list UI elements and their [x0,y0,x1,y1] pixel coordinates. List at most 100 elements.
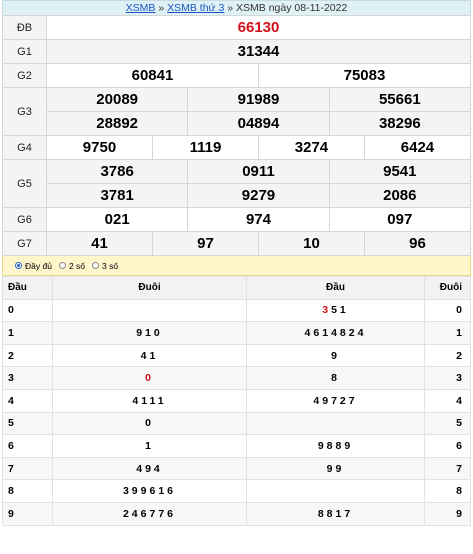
option-3-digits[interactable]: 3 số [92,261,118,271]
loto-special-digit: 3 [322,304,332,317]
prize-number: 31344 [46,39,471,64]
loto-tail-digit: 8 [424,479,471,503]
loto-tail-digit: 5 [424,411,471,436]
loto-heads: 99 [246,456,425,481]
prize-label: G3 [2,87,47,136]
radio-3-digits[interactable] [92,262,100,269]
loto-tails: 494 [52,456,247,481]
prize-number: 097 [328,207,472,232]
loto-head-digit: 0 [2,298,53,323]
prize-label: ĐB [2,15,47,40]
loto-header-duoi: Đuôi [424,276,471,300]
loto-tails: 399616 [52,479,247,503]
prize-row-g3: G3 20089 91989 55661 [2,87,472,136]
loto-row: 2 41 9 2 [2,343,471,368]
option-2-digits-label: 2 số [68,260,86,271]
prize-number: 10 [257,231,365,256]
prize-number: 3274 [257,135,365,160]
loto-row: 7 494 99 7 [2,456,471,481]
loto-tails [52,298,247,323]
loto-head-digit: 5 [2,411,53,436]
option-full[interactable]: Đầy đủ [15,261,52,271]
loto-heads: 4614824 [246,321,425,345]
prize-label: G2 [2,63,47,88]
prize-row-db: ĐB 66130 [2,15,471,40]
radio-full[interactable] [15,262,22,269]
prize-number: 60841 [46,63,259,88]
option-full-label: Đầy đủ [25,260,52,271]
loto-head-digit: 1 [2,321,53,345]
prize-number: 3781 [45,183,189,208]
prize-label: G5 [2,159,47,208]
prize-number: 9541 [328,159,472,184]
loto-row: 6 1 9889 6 [2,434,471,458]
prize-number: 96 [363,231,472,256]
loto-heads: 9 [246,343,425,368]
prize-label: G6 [2,207,47,232]
loto-row: 5 0 5 [2,411,471,436]
loto-header-dau: Đầu [2,276,53,300]
loto-tails: 0 [52,411,247,436]
loto-tails: 41 [52,343,247,368]
loto-head-digit: 8 [2,479,53,503]
prize-row-g6: G6 021 974 097 [2,207,472,232]
display-options: Đầy đủ 2 số 3 số [2,256,471,276]
prize-number: 04894 [187,111,330,136]
prize-row-g3b: 28892 04894 38296 [3,111,472,136]
loto-row: 4 4111 49727 4 [2,388,471,413]
radio-2-digits[interactable] [58,262,66,269]
loto-tail-digit: 0 [424,298,471,323]
loto-heads-rest: 51 [331,304,349,317]
loto-heads: 351 [246,298,425,323]
loto-header-row: Đầu Đuôi Đầu Đuôi [2,276,471,300]
loto-row: 3 0 8 3 [2,366,471,390]
breadcrumb-current: XSMB ngày 08-11-2022 [236,2,348,14]
prize-label: G1 [2,39,47,64]
loto-tail-digit: 6 [424,434,471,458]
loto-header-dau: Đầu [246,276,425,300]
loto-heads [246,479,425,503]
prize-number-special: 66130 [46,15,471,40]
loto-tail-digit: 7 [424,456,471,481]
loto-head-digit: 4 [2,388,53,413]
prize-number: 1119 [151,135,259,160]
loto-head-digit: 2 [2,343,53,368]
loto-heads: 8817 [246,501,425,526]
prize-number: 55661 [328,87,472,112]
loto-tail-digit: 9 [424,501,471,526]
prize-number: 021 [45,207,189,232]
breadcrumb-separator: » [227,2,234,14]
prize-row-g5b: 3781 9279 2086 [3,183,472,208]
loto-head-digit: 6 [2,434,53,458]
option-3-digits-label: 3 số [102,260,119,271]
prize-number: 41 [46,231,153,256]
loto-head-digit: 3 [2,366,53,390]
prize-label: G4 [2,135,47,160]
prize-number: 28892 [45,111,189,136]
prize-number: 97 [151,231,259,256]
results-table: ĐB 66130 G1 31344 G2 60841 75083 G3 2008… [2,15,472,256]
loto-head-digit: 7 [2,456,53,481]
breadcrumb: XSMB » XSMB thứ 3 » XSMB ngày 08-11-2022 [2,0,471,15]
loto-heads [246,411,425,436]
breadcrumb-link-xsmb[interactable]: XSMB [125,2,156,14]
prize-number: 91989 [187,87,330,112]
loto-heads: 49727 [246,388,425,413]
prize-number: 20089 [45,87,189,112]
option-2-digits[interactable]: 2 số [58,260,86,271]
loto-tails: 1 [52,434,247,458]
prize-row-g7: G7 41 97 10 96 [2,231,472,256]
loto-tails: 4111 [52,388,247,413]
prize-row-g1: G1 31344 [2,39,471,64]
loto-tail-digit: 3 [424,366,471,390]
loto-head-digit: 9 [2,501,53,526]
loto-tail-digit: 2 [424,343,471,368]
xsmb-results-widget: XSMB » XSMB thứ 3 » XSMB ngày 08-11-2022… [2,0,472,526]
loto-heads: 8 [246,366,425,390]
loto-tails: 910 [52,321,247,345]
prize-row-g2: G2 60841 75083 [2,63,472,88]
breadcrumb-link-xsmb-tuesday[interactable]: XSMB thứ 3 [167,2,225,14]
prize-label: G7 [2,231,47,256]
prize-number: 3786 [45,159,189,184]
prize-number: 6424 [363,135,472,160]
